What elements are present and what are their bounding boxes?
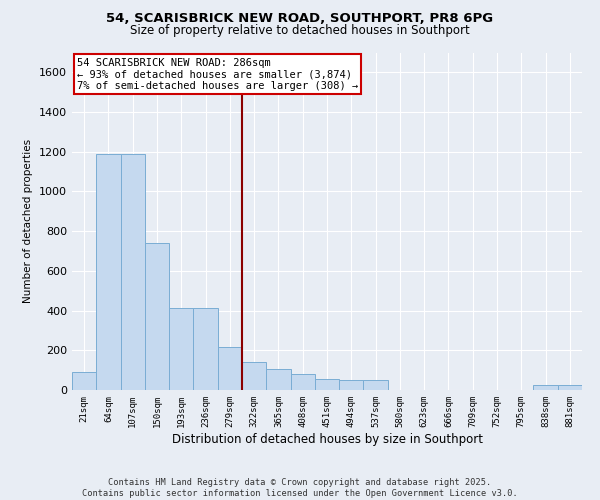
Bar [96,154,121,390]
Text: 54, SCARISBRICK NEW ROAD, SOUTHPORT, PR8 6PG: 54, SCARISBRICK NEW ROAD, SOUTHPORT, PR8… [106,12,494,26]
Bar [72,372,96,390]
Bar [315,379,339,390]
Bar [121,154,145,390]
Bar [169,308,193,390]
Text: Contains HM Land Registry data © Crown copyright and database right 2025.
Contai: Contains HM Land Registry data © Crown c… [82,478,518,498]
Bar [290,374,315,390]
X-axis label: Distribution of detached houses by size in Southport: Distribution of detached houses by size … [172,432,482,446]
Y-axis label: Number of detached properties: Number of detached properties [23,139,34,304]
Bar [533,385,558,390]
Bar [339,380,364,390]
Bar [364,380,388,390]
Bar [558,385,582,390]
Bar [218,348,242,390]
Bar [145,243,169,390]
Text: 54 SCARISBRICK NEW ROAD: 286sqm
← 93% of detached houses are smaller (3,874)
7% : 54 SCARISBRICK NEW ROAD: 286sqm ← 93% of… [77,58,358,91]
Bar [193,308,218,390]
Text: Size of property relative to detached houses in Southport: Size of property relative to detached ho… [130,24,470,37]
Bar [266,369,290,390]
Bar [242,362,266,390]
